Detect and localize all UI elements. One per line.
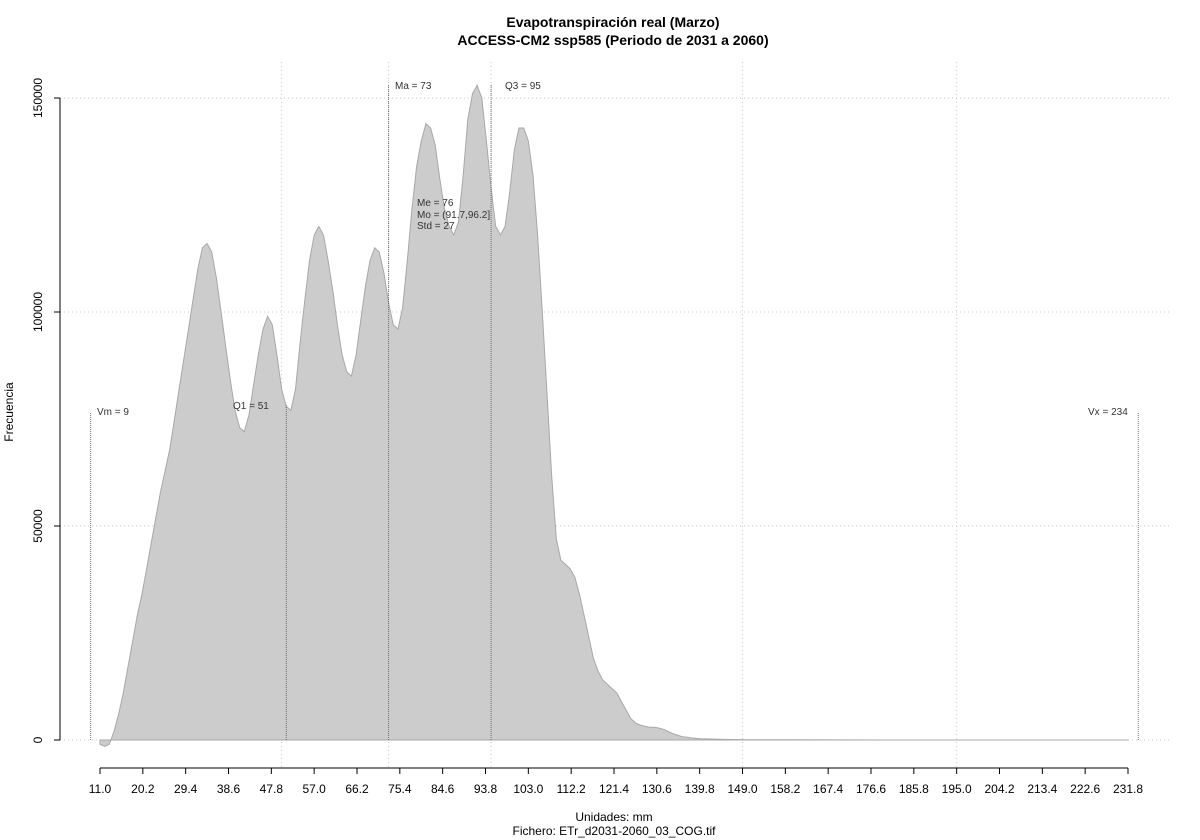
marker-lines: [90, 85, 1139, 740]
x-tick-label-2: 29.4: [174, 782, 198, 796]
x-tick-label-21: 204.2: [984, 782, 1014, 796]
x-tick-label-7: 75.4: [388, 782, 412, 796]
x-tick-label-16: 158.2: [770, 782, 800, 796]
frequency-area: [99, 83, 1129, 747]
x-tick-label-3: 38.6: [217, 782, 241, 796]
y-axis-label: Frecuencia: [2, 382, 16, 442]
annotation-q3: Q3 = 95: [505, 81, 541, 92]
x-tick-label-1: 20.2: [131, 782, 155, 796]
x-tick-label-19: 185.8: [899, 782, 929, 796]
x-tick-label-12: 121.4: [599, 782, 629, 796]
x-tick-label-14: 139.8: [685, 782, 715, 796]
x-tick-label-24: 231.8: [1113, 782, 1143, 796]
y-tick-label-2: 100000: [31, 292, 45, 332]
area-layer: [99, 83, 1129, 747]
y-tick-label-3: 150000: [31, 78, 45, 118]
x-axis: 11.0 20.2 29.4 38.6 47.8 57.0 66.2 75.4 84.6 93.8…: [89, 767, 1143, 796]
x-tick-label-18: 176.6: [856, 782, 886, 796]
stat-annotations: Vm = 9 Q1 = 51 Ma = 73 Q3 = 95 Vx = 234 …: [97, 81, 1128, 418]
x-axis-label: Unidades: mm: [575, 810, 652, 824]
x-tick-label-13: 130.6: [642, 782, 672, 796]
annotation-vx: Vx = 234: [1088, 407, 1128, 418]
y-tick-label-0: 0: [31, 736, 45, 743]
x-tick-label-23: 222.6: [1070, 782, 1100, 796]
annotation-ma: Ma = 73: [395, 81, 432, 92]
annotation-std: Std = 27: [417, 221, 455, 232]
y-axis: 0 50000 100000 150000: [31, 78, 61, 743]
x-tick-label-8: 84.6: [431, 782, 455, 796]
chart-title: Evapotranspiración real (Marzo): [506, 14, 719, 30]
x-tick-label-11: 112.2: [557, 782, 586, 796]
x-tick-label-10: 103.0: [513, 782, 543, 796]
x-tick-label-9: 93.8: [474, 782, 498, 796]
x-tick-label-4: 47.8: [260, 782, 284, 796]
chart-subtitle: ACCESS-CM2 ssp585 (Periodo de 2031 a 206…: [457, 32, 768, 48]
x-tick-label-22: 213.4: [1027, 782, 1057, 796]
annotation-q1: Q1 = 51: [233, 401, 269, 412]
annotation-mo: Mo = (91.7,96.2]: [417, 210, 490, 221]
x-tick-label-15: 149.0: [727, 782, 757, 796]
x-tick-label-17: 167.4: [813, 782, 843, 796]
y-tick-label-1: 50000: [31, 509, 45, 543]
annotation-vm: Vm = 9: [97, 407, 129, 418]
x-tick-label-0: 11.0: [89, 782, 112, 796]
x-tick-label-20: 195.0: [942, 782, 972, 796]
x-tick-label-5: 57.0: [302, 782, 326, 796]
annotation-me: Me = 76: [417, 198, 454, 209]
file-caption: Fichero: ETr_d2031-2060_03_COG.tif: [513, 824, 717, 838]
x-tick-label-6: 66.2: [345, 782, 369, 796]
